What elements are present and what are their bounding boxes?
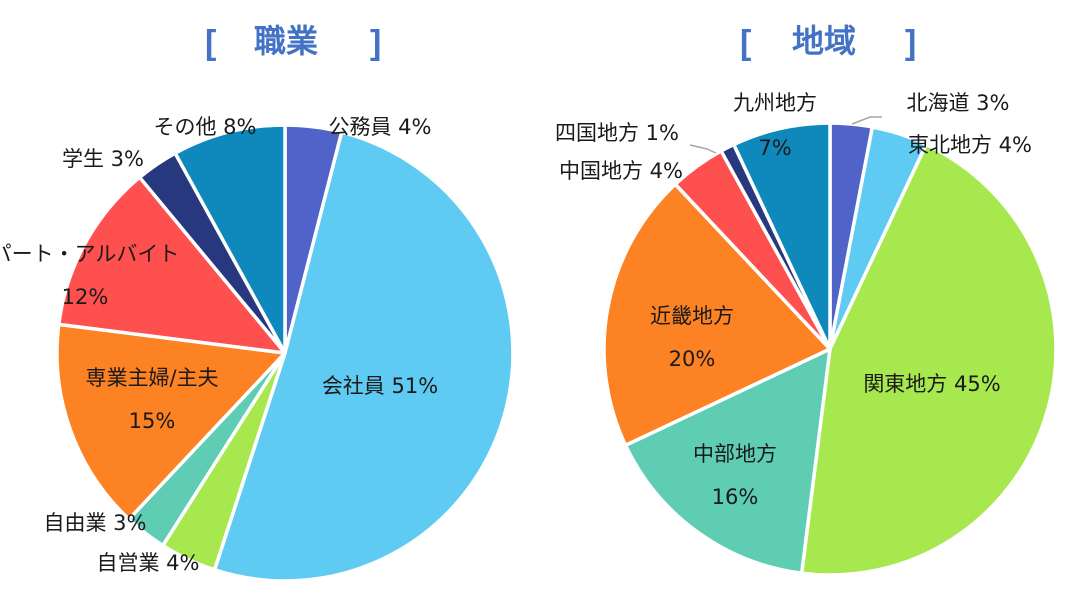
- occupation-slice-2: [212, 130, 515, 583]
- region-slice-8: [732, 121, 832, 351]
- region-labels: 北海道 3% 東北地方 4% 関東地方 45% 中部地方 16% 近畿地方 20% 中国地方 …: [555, 91, 1032, 509]
- region-pie: [602, 121, 1058, 577]
- occupation-slice-8: [173, 123, 287, 355]
- chart2-title-open-bracket: [: [740, 24, 751, 62]
- occupation-slice-1-label: 公務員 4%: [329, 115, 432, 139]
- chart2-title: [ 地域 ]: [740, 22, 916, 62]
- occupation-slice-5-label-value: 15%: [129, 409, 176, 433]
- region-slice-4-label-value: 16%: [712, 485, 759, 509]
- chart1-title: [ 職業 ]: [205, 22, 381, 62]
- occupation-slice-2-label: 会社員 51%: [322, 374, 438, 398]
- region-slice-4: [623, 347, 832, 575]
- region-slice-8-label-value: 7%: [758, 136, 791, 160]
- occupation-labels: 公務員 4% 会社員 51% 自営業 4% 自由業 3% 専業主婦/主夫 15% パート・ア…: [0, 115, 438, 575]
- shikoku-leader-line: [689, 144, 717, 154]
- occupation-slice-6: [57, 175, 287, 355]
- hokkaido-leader-line: [851, 116, 882, 125]
- occupation-slice-6-label-value: 12%: [62, 285, 109, 309]
- region-slice-6-label: 中国地方 4%: [559, 159, 683, 183]
- region-slice-5-label-value: 20%: [669, 347, 716, 371]
- chart2-title-close-bracket: ]: [905, 24, 916, 62]
- occupation-pie: [55, 123, 515, 583]
- region-slice-2-label: 東北地方 4%: [908, 133, 1032, 157]
- region-slice-3: [799, 142, 1058, 577]
- region-slice-8-label: 九州地方: [733, 91, 817, 115]
- occupation-slice-5: [55, 322, 287, 521]
- chart1-title-close-bracket: ]: [370, 24, 381, 62]
- chart1-title-text: 職業: [254, 22, 318, 60]
- chart1-title-open-bracket: [: [205, 24, 216, 62]
- region-slice-5-label: 近畿地方: [650, 304, 734, 328]
- region-slice-3-label: 関東地方 45%: [863, 372, 1000, 396]
- region-slice-4-label: 中部地方: [693, 442, 777, 466]
- occupation-slice-5-label: 専業主婦/主夫: [85, 366, 218, 390]
- chart2-title-text: 地域: [792, 22, 856, 60]
- occupation-slice-6-label: パート・アルバイト: [0, 242, 179, 266]
- occupation-slice-3-label: 自営業 4%: [97, 551, 200, 575]
- region-slice-7-label: 四国地方 1%: [555, 121, 679, 145]
- region-slice-5: [602, 182, 832, 447]
- occupation-slice-7-label: 学生 3%: [62, 147, 144, 171]
- occupation-slice-8-label: その他 8%: [154, 115, 257, 139]
- occupation-slice-4-label: 自由業 3%: [44, 511, 147, 535]
- region-slice-1-label: 北海道 3%: [907, 91, 1010, 115]
